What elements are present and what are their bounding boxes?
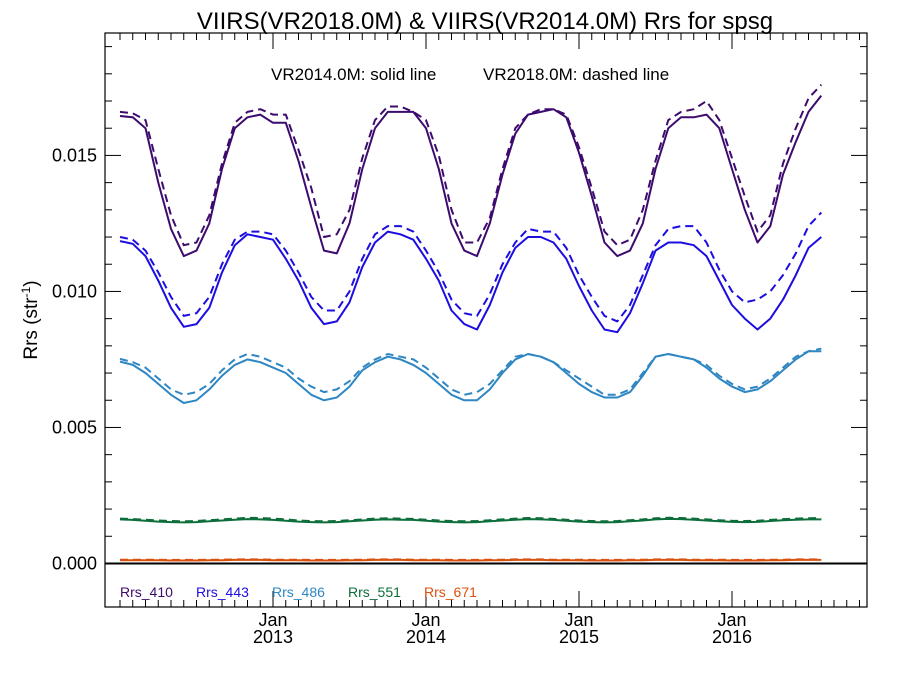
legend-rrs-443: Rrs_443 bbox=[196, 584, 249, 600]
y-tick-label: 0.010 bbox=[52, 281, 97, 301]
plot-area bbox=[104, 32, 868, 608]
rrs-410-dashed-line bbox=[119, 84, 823, 247]
legend-rrs-486: Rrs_486 bbox=[272, 584, 325, 600]
y-tick-labels: 0.000 0.005 0.010 0.015 bbox=[52, 145, 97, 573]
x-tick-label-month: Jan bbox=[258, 610, 287, 630]
y-tick-label: 0.000 bbox=[52, 553, 97, 573]
rrs-443-dashed-line bbox=[119, 211, 823, 323]
x-tick-label-year: 2014 bbox=[406, 627, 446, 647]
legend-rrs-671: Rrs_671 bbox=[424, 584, 477, 600]
x-tick-label-year: 2015 bbox=[559, 627, 599, 647]
y-tick-label: 0.015 bbox=[52, 145, 97, 165]
y-tick-label: 0.005 bbox=[52, 417, 97, 437]
x-tick-label-year: 2013 bbox=[253, 627, 293, 647]
axis-ticks bbox=[105, 33, 867, 607]
annotation-dashed-line: VR2018.0M: dashed line bbox=[483, 65, 669, 84]
rrs-410-solid-line bbox=[119, 94, 823, 258]
rrs-551-solid-line bbox=[119, 517, 822, 524]
plot-frame bbox=[104, 32, 868, 608]
x-tick-label-month: Jan bbox=[717, 610, 746, 630]
rrs-671-solid-line bbox=[120, 558, 822, 562]
series-layer bbox=[119, 84, 823, 562]
x-tick-label-month: Jan bbox=[411, 610, 440, 630]
annotation-solid-line: VR2014.0M: solid line bbox=[271, 65, 436, 84]
x-tick-label-year: 2016 bbox=[712, 627, 752, 647]
chart-title: VIIRS(VR2018.0M) & VIIRS(VR2014.0M) Rrs … bbox=[197, 8, 773, 35]
rrs-486-solid-line bbox=[119, 350, 822, 404]
x-tick-label-month: Jan bbox=[564, 610, 593, 630]
legend-rrs-551: Rrs_551 bbox=[348, 584, 401, 600]
rrs-551-dashed-line bbox=[119, 516, 822, 523]
rrs-486-dashed-line bbox=[119, 347, 822, 396]
legend: Rrs_410 Rrs_443 Rrs_486 Rrs_551 Rrs_671 bbox=[120, 584, 477, 600]
y-axis-label: Rrs (str-1) bbox=[19, 280, 42, 359]
legend-rrs-410: Rrs_410 bbox=[120, 584, 173, 600]
rrs-443-solid-line bbox=[119, 230, 822, 334]
